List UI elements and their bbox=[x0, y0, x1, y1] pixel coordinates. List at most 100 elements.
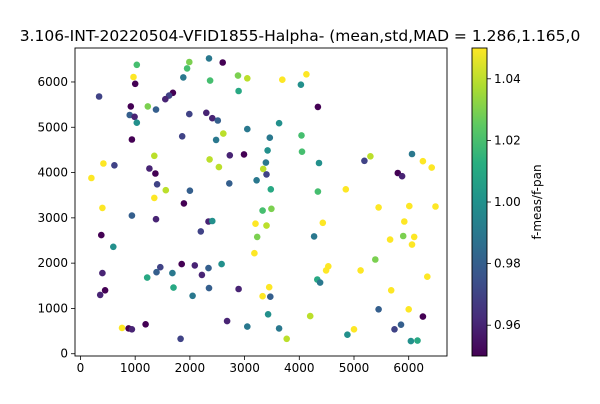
data-point bbox=[95, 93, 103, 100]
y-tick-label: 5000 bbox=[37, 120, 68, 134]
data-point bbox=[401, 218, 408, 225]
data-point bbox=[428, 164, 436, 171]
data-point bbox=[219, 59, 226, 66]
colorbar-tick-label: 1.02 bbox=[494, 133, 521, 147]
data-point bbox=[226, 152, 234, 159]
data-point bbox=[253, 233, 261, 241]
y-tick-label: 1000 bbox=[37, 301, 68, 315]
data-point bbox=[130, 73, 137, 81]
data-point bbox=[133, 61, 141, 69]
data-point bbox=[251, 249, 258, 257]
data-point bbox=[205, 55, 213, 62]
x-tick-label: 1000 bbox=[120, 361, 151, 375]
data-point bbox=[391, 326, 398, 333]
data-point bbox=[252, 220, 259, 227]
data-point bbox=[146, 165, 153, 172]
data-point bbox=[297, 81, 305, 88]
data-point bbox=[350, 326, 358, 333]
data-point bbox=[152, 170, 159, 177]
data-point bbox=[203, 109, 210, 117]
data-point bbox=[205, 284, 213, 292]
data-point bbox=[183, 65, 191, 72]
data-point bbox=[408, 150, 416, 158]
data-point bbox=[186, 110, 193, 118]
data-point bbox=[220, 130, 227, 137]
data-point bbox=[128, 136, 136, 143]
data-point bbox=[259, 292, 266, 300]
colorbar-tick-label: 0.98 bbox=[494, 257, 521, 271]
data-point bbox=[375, 306, 382, 313]
data-point bbox=[197, 228, 205, 235]
data-point bbox=[191, 262, 199, 269]
data-point bbox=[152, 215, 160, 223]
data-point bbox=[152, 106, 160, 113]
data-point bbox=[432, 203, 439, 210]
data-point bbox=[162, 95, 169, 103]
data-point bbox=[100, 160, 107, 167]
data-point bbox=[215, 163, 223, 171]
data-point bbox=[244, 75, 251, 82]
data-point bbox=[259, 165, 267, 173]
data-point bbox=[142, 321, 149, 328]
data-point bbox=[298, 148, 306, 155]
data-point bbox=[99, 204, 106, 212]
data-point bbox=[386, 236, 394, 243]
data-point bbox=[101, 287, 109, 294]
data-point bbox=[414, 337, 421, 344]
data-point bbox=[189, 292, 196, 300]
data-point bbox=[212, 136, 220, 144]
data-point bbox=[265, 283, 273, 291]
data-point bbox=[275, 119, 283, 127]
data-point bbox=[419, 313, 427, 320]
data-point bbox=[235, 87, 242, 95]
data-point bbox=[266, 134, 274, 141]
data-point bbox=[153, 181, 161, 188]
data-point bbox=[234, 72, 242, 79]
data-point bbox=[310, 233, 318, 240]
colorbar-tick-label: 1.00 bbox=[494, 195, 521, 209]
x-tick-label: 4000 bbox=[284, 361, 315, 375]
x-tick-label: 0 bbox=[77, 361, 85, 375]
axes: 0 1000 2000 3000 4000 5000 6000 0 1000 2000 3000 40… bbox=[37, 47, 448, 375]
data-point bbox=[314, 103, 322, 111]
data-point bbox=[268, 205, 275, 213]
data-point bbox=[361, 157, 368, 165]
data-point bbox=[206, 77, 214, 84]
data-point bbox=[342, 186, 350, 193]
data-point bbox=[410, 233, 418, 241]
data-point bbox=[128, 326, 136, 333]
data-point bbox=[198, 271, 206, 279]
data-point bbox=[357, 267, 364, 274]
data-point bbox=[306, 312, 314, 320]
colorbar: 0.96 0.98 1.00 1.02 1.04 f-meas/f-pan bbox=[471, 47, 544, 357]
colorbar-gradient bbox=[472, 48, 487, 356]
x-tick-label: 6000 bbox=[393, 361, 424, 375]
data-point bbox=[267, 186, 275, 193]
data-point bbox=[180, 200, 188, 207]
data-point bbox=[178, 260, 185, 268]
x-tick-label: 5000 bbox=[339, 361, 370, 375]
data-point bbox=[157, 263, 164, 271]
data-point bbox=[235, 285, 242, 293]
data-point bbox=[375, 204, 382, 211]
data-point bbox=[259, 207, 266, 214]
data-point bbox=[372, 256, 379, 263]
data-point bbox=[178, 133, 186, 140]
data-point bbox=[170, 284, 177, 291]
data-point bbox=[127, 103, 135, 110]
data-point bbox=[110, 243, 117, 251]
plot-area bbox=[75, 48, 447, 356]
y-tick-label: 6000 bbox=[37, 75, 68, 89]
data-point bbox=[405, 306, 413, 313]
data-point bbox=[319, 219, 327, 227]
data-point bbox=[398, 172, 406, 180]
data-point bbox=[244, 125, 251, 133]
plot-frame bbox=[74, 47, 448, 357]
data-point bbox=[118, 324, 126, 332]
colorbar-label: f-meas/f-pan bbox=[530, 164, 544, 239]
data-point bbox=[397, 321, 405, 329]
data-point bbox=[214, 117, 222, 124]
data-point bbox=[253, 177, 260, 184]
data-point bbox=[151, 194, 158, 202]
